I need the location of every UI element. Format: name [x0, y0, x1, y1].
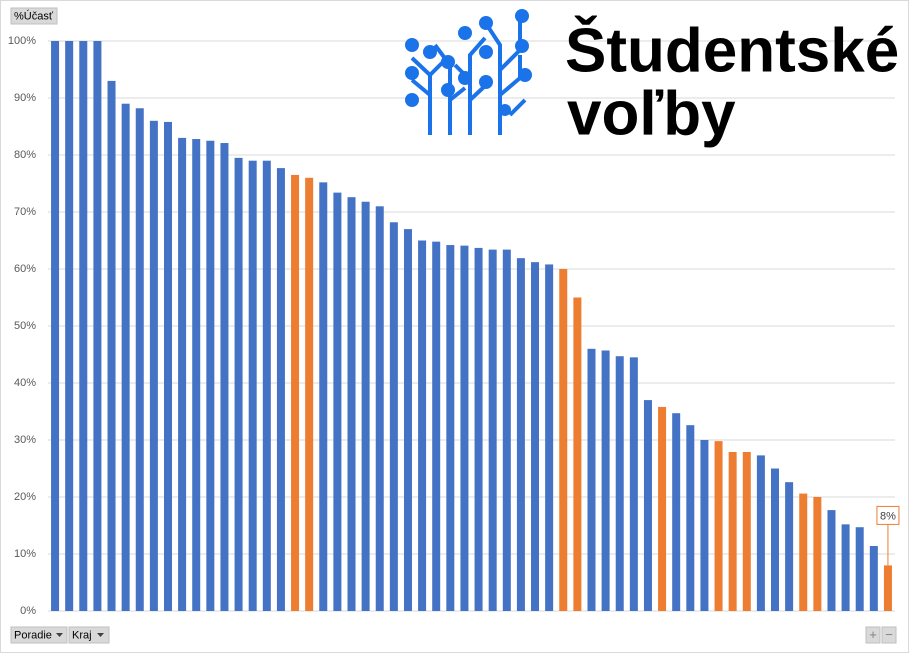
bar	[686, 425, 695, 611]
bar	[742, 451, 751, 611]
bar	[587, 348, 596, 611]
logo-text: Študentské	[565, 16, 899, 85]
bar	[460, 245, 469, 611]
bar	[658, 406, 667, 611]
bar	[192, 139, 201, 612]
value-field-label: %Účasť	[14, 9, 54, 22]
data-label: 8%	[880, 510, 896, 522]
bar	[361, 201, 370, 612]
bar	[220, 143, 229, 611]
y-tick-label: 40%	[14, 377, 36, 389]
bar	[51, 41, 60, 611]
bar	[333, 192, 342, 611]
y-tick-label: 20%	[14, 491, 36, 503]
bar	[305, 177, 314, 612]
bar	[107, 80, 116, 611]
bar	[135, 108, 144, 611]
zoom-out-button[interactable]: −	[881, 626, 897, 644]
bar	[163, 121, 172, 611]
y-tick-label: 100%	[8, 35, 36, 47]
bar	[672, 413, 681, 611]
row-field-label: Poradie	[14, 629, 52, 641]
row-field-button[interactable]: Kraj	[68, 626, 110, 644]
bar	[276, 168, 285, 612]
button-bg	[865, 626, 881, 644]
bar	[531, 262, 540, 611]
logo: Študentské voľby	[405, 9, 899, 148]
label-box	[876, 505, 900, 525]
bar	[93, 41, 102, 611]
bar	[827, 510, 836, 611]
button-bg	[68, 626, 110, 644]
y-tick-label: 50%	[14, 320, 36, 332]
bar	[573, 297, 582, 611]
bar	[347, 197, 356, 611]
y-tick-label: 0%	[20, 605, 36, 617]
bar	[319, 182, 328, 612]
bar	[248, 160, 257, 611]
dropdown-arrow	[97, 633, 104, 637]
bar	[728, 451, 737, 611]
bar	[883, 565, 892, 611]
bar	[714, 441, 723, 611]
row-field-button[interactable]: Poradie	[10, 626, 68, 644]
bar	[785, 482, 794, 611]
button-bg	[881, 626, 897, 644]
bar	[149, 120, 158, 612]
bar	[841, 524, 850, 611]
bar	[262, 160, 271, 611]
logo-dots	[405, 9, 532, 116]
bar	[813, 497, 822, 611]
bar	[799, 493, 808, 611]
bar	[559, 269, 568, 611]
bar	[206, 140, 215, 611]
bar	[446, 245, 455, 611]
bar	[418, 240, 427, 611]
bar	[121, 103, 130, 611]
button-bg	[10, 7, 58, 25]
row-field-label: Kraj	[72, 629, 92, 641]
bar	[178, 137, 187, 611]
zoom-in-button[interactable]: +	[865, 626, 881, 644]
bar	[502, 249, 511, 611]
bar	[432, 241, 441, 611]
bar	[65, 41, 74, 611]
bar	[771, 468, 780, 611]
bar	[643, 400, 652, 611]
bar	[474, 247, 483, 611]
bar	[234, 157, 243, 611]
bar	[545, 264, 554, 611]
y-tick-label: 60%	[14, 263, 36, 275]
bar	[375, 206, 384, 612]
button-bg	[10, 626, 68, 644]
bar	[291, 174, 300, 611]
bar	[756, 455, 765, 611]
bar	[516, 258, 525, 611]
bar	[855, 527, 864, 611]
logo-text: voľby	[567, 79, 736, 148]
y-tick-label: 30%	[14, 434, 36, 446]
bar	[389, 222, 398, 611]
bar	[629, 357, 638, 611]
y-tick-label: 10%	[14, 548, 36, 560]
y-tick-label: 70%	[14, 206, 36, 218]
dropdown-arrow	[56, 633, 63, 637]
y-tick-label: 80%	[14, 149, 36, 161]
y-tick-label: 90%	[14, 92, 36, 104]
bar	[615, 356, 624, 611]
bar	[79, 41, 88, 611]
zoom-label: −	[885, 627, 893, 642]
bar	[869, 546, 878, 611]
bar	[488, 249, 497, 611]
bar	[601, 350, 610, 611]
bar	[700, 440, 709, 611]
value-field-button[interactable]: %Účasť	[10, 7, 58, 25]
zoom-label: +	[869, 627, 877, 642]
bar	[403, 229, 412, 611]
